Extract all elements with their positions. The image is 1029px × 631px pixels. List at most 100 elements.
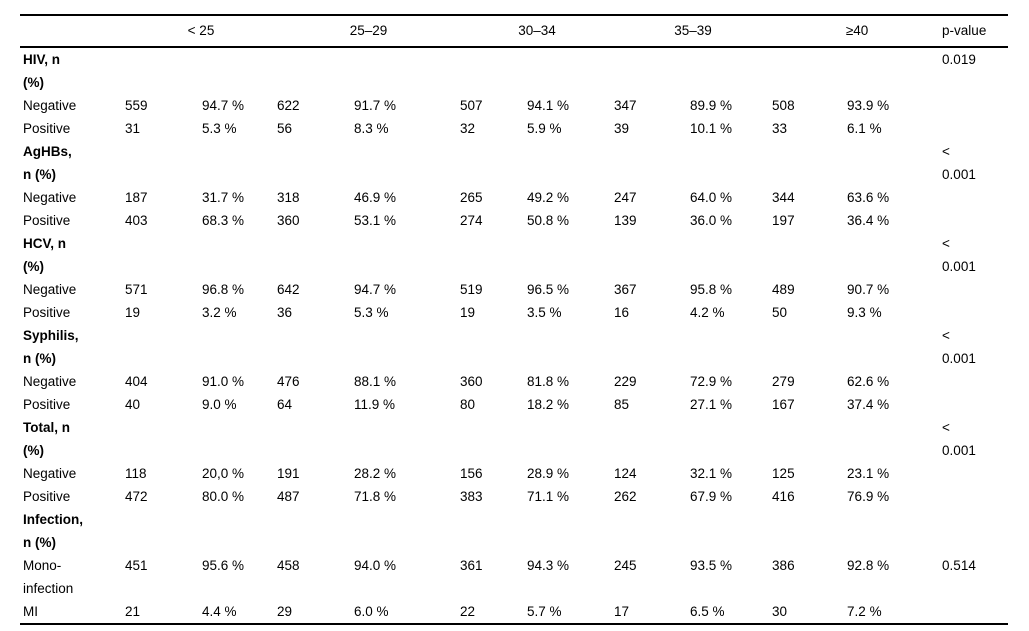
- count-cell: 265: [460, 190, 483, 205]
- count-cell: 416: [772, 489, 795, 504]
- row-label: Total, n (%): [23, 420, 70, 458]
- count-cell: [125, 140, 202, 186]
- percent-cell: [202, 47, 277, 94]
- pvalue-cell: [942, 94, 1008, 117]
- count-cell: 344: [772, 190, 795, 205]
- infection-by-age-table: < 25 25–29 30–34 35–39 ≥40 p-value HIV, …: [20, 14, 1009, 625]
- row-label: Positive: [23, 489, 71, 504]
- count-cell: 187: [125, 190, 148, 205]
- count-cell: [614, 47, 690, 94]
- pvalue-cell: [942, 278, 1008, 301]
- section-row: AgHBs, n (%) < 0.001: [20, 140, 1008, 186]
- percent-cell: 96.5 %: [527, 282, 570, 297]
- percent-cell: [354, 416, 460, 462]
- percent-cell: 8.3 %: [354, 121, 389, 136]
- row-label: Negative: [23, 466, 77, 481]
- count-cell: [277, 47, 354, 94]
- count-cell: 487: [277, 489, 300, 504]
- header-spacer: [20, 15, 125, 47]
- pvalue-cell: < 0.001: [942, 328, 976, 366]
- count-cell: 40: [125, 397, 141, 412]
- header-age-group-under25: < 25: [187, 23, 215, 38]
- pvalue-cell: [942, 370, 1008, 393]
- percent-cell: 36.4 %: [847, 213, 890, 228]
- row-label: Infection, n (%): [23, 512, 83, 550]
- percent-cell: [202, 508, 277, 554]
- count-cell: [614, 508, 690, 554]
- percent-cell: 46.9 %: [354, 190, 397, 205]
- percent-cell: [690, 324, 772, 370]
- percent-cell: 62.6 %: [847, 374, 890, 389]
- percent-cell: [690, 508, 772, 554]
- percent-cell: [847, 140, 942, 186]
- count-cell: 50: [772, 305, 788, 320]
- percent-cell: 94.7 %: [202, 98, 245, 113]
- count-cell: 386: [772, 558, 795, 573]
- count-cell: 197: [772, 213, 795, 228]
- percent-cell: 68.3 %: [202, 213, 245, 228]
- count-cell: 19: [125, 305, 141, 320]
- table-row: Positive 40 9.0 % 64 11.9 % 80 18.2 % 85 27.1 % 1…: [20, 393, 1008, 416]
- pvalue-cell: [942, 600, 1008, 624]
- table-row: Negative 118 20,0 % 191 28.2 % 156 28.9 % 124 32…: [20, 462, 1008, 485]
- percent-cell: 96.8 %: [202, 282, 245, 297]
- count-cell: 507: [460, 98, 483, 113]
- table-row: Positive 19 3.2 % 36 5.3 % 19 3.5 % 16 4.2 % 50 9.…: [20, 301, 1008, 324]
- count-cell: 404: [125, 374, 148, 389]
- count-cell: 167: [772, 397, 795, 412]
- pvalue-cell: < 0.001: [942, 144, 976, 182]
- count-cell: [460, 508, 527, 554]
- row-label: Positive: [23, 213, 71, 228]
- count-cell: [614, 324, 690, 370]
- percent-cell: 93.9 %: [847, 98, 890, 113]
- row-label: Negative: [23, 282, 77, 297]
- count-cell: [277, 140, 354, 186]
- section-row: Syphilis, n (%) < 0.001: [20, 324, 1008, 370]
- percent-cell: [690, 232, 772, 278]
- percent-cell: [354, 508, 460, 554]
- count-cell: 118: [125, 466, 147, 481]
- count-cell: 156: [460, 466, 483, 481]
- percent-cell: 5.7 %: [527, 604, 562, 619]
- row-label: AgHBs, n (%): [23, 144, 72, 182]
- percent-cell: [847, 508, 942, 554]
- percent-cell: [690, 140, 772, 186]
- percent-cell: [690, 47, 772, 94]
- percent-cell: 6.1 %: [847, 121, 882, 136]
- count-cell: 56: [277, 121, 293, 136]
- count-cell: 476: [277, 374, 300, 389]
- percent-cell: [354, 324, 460, 370]
- percent-cell: 80.0 %: [202, 489, 245, 504]
- header-pvalue: p-value: [942, 23, 987, 38]
- count-cell: [614, 140, 690, 186]
- count-cell: 245: [614, 558, 637, 573]
- percent-cell: 88.1 %: [354, 374, 397, 389]
- row-label: HCV, n (%): [23, 236, 67, 274]
- percent-cell: 53.1 %: [354, 213, 397, 228]
- percent-cell: 95.8 %: [690, 282, 733, 297]
- percent-cell: [847, 416, 942, 462]
- count-cell: 16: [614, 305, 630, 320]
- header-age-group-25-29: 25–29: [349, 23, 388, 38]
- percent-cell: 32.1 %: [690, 466, 733, 481]
- pvalue-cell: [942, 485, 1008, 508]
- count-cell: 36: [277, 305, 293, 320]
- count-cell: 472: [125, 489, 148, 504]
- count-cell: 21: [125, 604, 141, 619]
- count-cell: [614, 416, 690, 462]
- count-cell: 458: [277, 558, 300, 573]
- count-cell: [772, 232, 847, 278]
- percent-cell: 6.0 %: [354, 604, 389, 619]
- count-cell: 508: [772, 98, 795, 113]
- percent-cell: [527, 232, 614, 278]
- percent-cell: 91.0 %: [202, 374, 245, 389]
- percent-cell: [354, 47, 460, 94]
- count-cell: 247: [614, 190, 637, 205]
- pvalue-cell: 0.019: [942, 52, 976, 67]
- percent-cell: 76.9 %: [847, 489, 890, 504]
- count-cell: 383: [460, 489, 483, 504]
- percent-cell: 4.2 %: [690, 305, 725, 320]
- count-cell: [772, 508, 847, 554]
- percent-cell: 72.9 %: [690, 374, 733, 389]
- count-cell: 139: [614, 213, 637, 228]
